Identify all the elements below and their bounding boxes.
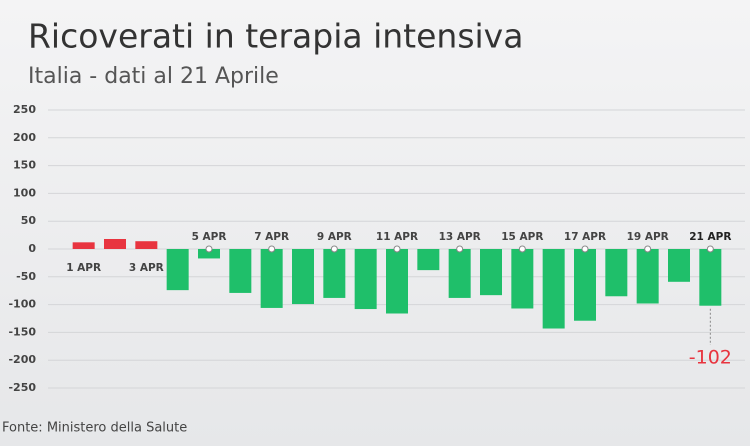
y-tick-label: 100 (13, 186, 36, 199)
bar (260, 249, 283, 308)
tick-dot (581, 245, 589, 253)
value-label: -102 (689, 347, 732, 369)
tick-dot (205, 245, 213, 253)
source: Fonte: Ministero della Salute (2, 421, 187, 436)
x-tick-label: 21 APR (689, 231, 731, 243)
bar (511, 249, 534, 309)
bar (542, 249, 565, 329)
x-tick-label: 9 APR (317, 231, 352, 243)
bar (417, 249, 440, 271)
x-tick-label: 19 APR (627, 231, 669, 243)
bar (386, 249, 408, 314)
y-tick-label: -50 (16, 270, 36, 283)
bar (448, 249, 471, 298)
x-tick-label: 15 APR (501, 231, 543, 243)
chart-title: Ricoverati in terapia intensiva (28, 17, 523, 56)
bar (354, 249, 377, 310)
tick-dot (644, 245, 652, 253)
bar (668, 249, 690, 282)
x-tick-label: 3 APR (129, 262, 164, 274)
x-tick-label: 7 APR (254, 231, 289, 243)
y-tick-label: 0 (28, 242, 36, 255)
bar (72, 242, 95, 249)
x-tick-label: 11 APR (376, 231, 418, 243)
x-tick-label: 13 APR (439, 231, 481, 243)
bar (636, 249, 659, 304)
y-tick-label: -200 (8, 353, 36, 366)
bar (323, 249, 346, 298)
bar (229, 249, 252, 293)
bar (104, 238, 126, 249)
bar (135, 241, 158, 249)
y-tick-label: 200 (13, 131, 36, 144)
bar (292, 249, 314, 305)
bar (198, 249, 220, 259)
bar (699, 249, 722, 306)
chart-subtitle: Italia - dati al 21 Aprile (28, 64, 279, 89)
x-tick-label: 1 APR (66, 262, 101, 274)
y-tick-label: 150 (13, 159, 36, 172)
y-tick-label: 250 (13, 103, 36, 116)
y-tick-label: 50 (21, 214, 37, 227)
y-tick-label: -100 (8, 298, 36, 311)
tick-dot (330, 245, 338, 253)
tick-dot (393, 245, 401, 253)
bar (480, 249, 502, 296)
tick-dot (268, 245, 276, 253)
bar (574, 249, 596, 321)
bar (166, 249, 189, 291)
tick-dot (518, 245, 526, 253)
tick-dot (706, 245, 714, 253)
x-tick-label: 17 APR (564, 231, 606, 243)
x-tick-label: 5 APR (192, 231, 227, 243)
y-tick-label: -150 (8, 325, 36, 338)
bar (605, 249, 628, 297)
tick-dot (456, 245, 464, 253)
y-tick-label: -250 (8, 381, 36, 394)
